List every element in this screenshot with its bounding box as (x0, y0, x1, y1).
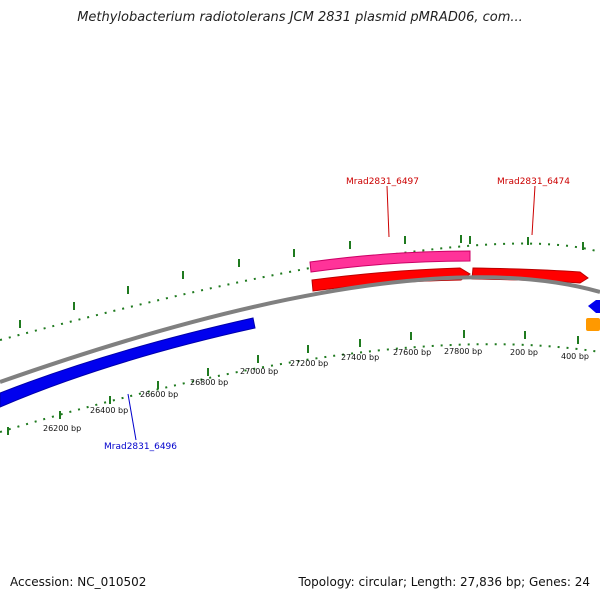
map-title: Methylobacterium radiotolerans JCM 2831 … (77, 10, 523, 25)
tick-label-26800: 26800 bp (190, 378, 228, 387)
topology-summary-text: Topology: circular; Length: 27,836 bp; G… (298, 575, 590, 589)
gene-arrow-mrad2831-6497[interactable] (309, 250, 471, 273)
gene-leader-mrad2831-6474 (531, 185, 536, 236)
gene-label-mrad2831-6497[interactable]: Mrad2831_6497 (346, 177, 419, 187)
tick-label-27000: 27000 bp (240, 367, 278, 376)
tick-label-27400: 27400 bp (341, 353, 379, 362)
inner-tick-arc (0, 343, 600, 433)
plasmid-backbone (0, 275, 600, 384)
gene-label-mrad2831-6496[interactable]: Mrad2831_6496 (104, 442, 177, 452)
tick-label-26200: 26200 bp (43, 424, 81, 433)
gene-leader-mrad2831-6496 (127, 393, 137, 441)
tick-label-27800: 27800 bp (444, 347, 482, 356)
gene-arrow-edge-orange[interactable] (586, 318, 600, 331)
tick-label-26600: 26600 bp (140, 390, 178, 399)
inner-major-ticks (7, 330, 579, 435)
accession-text: Accession: NC_010502 (10, 575, 147, 589)
tick-label-26400: 26400 bp (90, 406, 128, 415)
gene-leader-mrad2831-6497 (386, 185, 390, 238)
tick-label-200: 200 bp (510, 348, 538, 357)
tick-label-27600: 27600 bp (393, 348, 431, 357)
outer-tick-arc (0, 242, 600, 341)
tick-label-400: 400 bp (561, 352, 589, 361)
tick-label-27200: 27200 bp (290, 359, 328, 368)
gene-arrow-edge-blue[interactable] (588, 300, 600, 313)
gene-label-mrad2831-6474[interactable]: Mrad2831_6474 (497, 177, 570, 187)
gene-arrow-mrad2831-6496[interactable] (0, 317, 256, 408)
outer-major-ticks (19, 235, 584, 328)
